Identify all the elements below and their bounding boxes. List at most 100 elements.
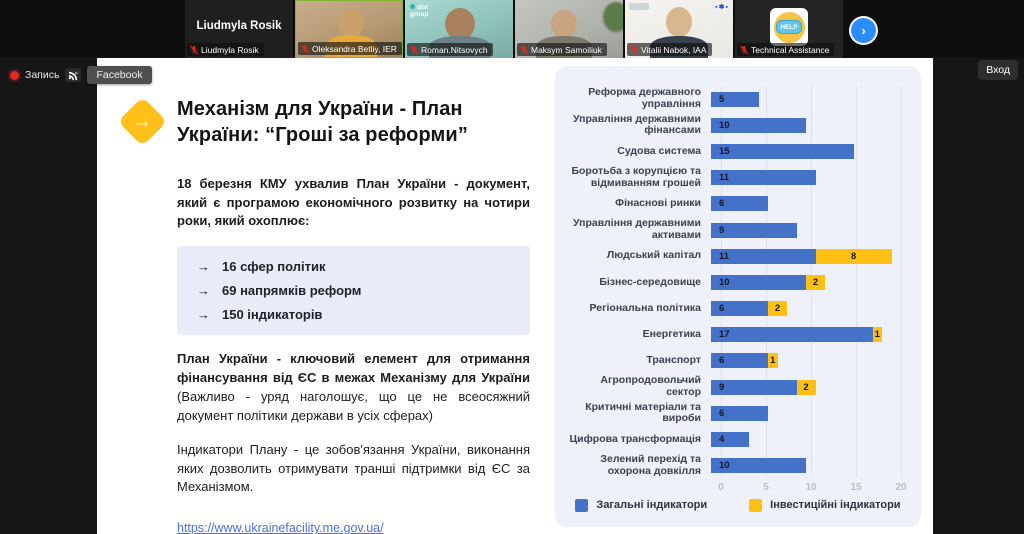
- meeting-controls-icons: ▪✱▪: [715, 4, 729, 11]
- participant-name: Vitalii Nabok, IAA: [641, 44, 707, 55]
- facebook-stream-label[interactable]: Facebook: [87, 66, 152, 84]
- arrow-bullet-icon: →: [197, 307, 210, 323]
- participant-name-badge: Liudmyla Rosik: [187, 43, 264, 56]
- slide-paragraph-intro: 18 березня КМУ ухвалив План України - до…: [177, 175, 530, 229]
- participant-name: Technical Assistance: [751, 44, 830, 55]
- bar-value-label: 10: [719, 460, 730, 472]
- participant-name: Liudmyla Rosik: [201, 44, 259, 55]
- participant-name-badge: Maksym Samoiliuk: [517, 43, 607, 56]
- bar-value-label: 6: [719, 407, 725, 419]
- gridline: [901, 86, 902, 477]
- bullet-item: → 150 індикаторів: [197, 307, 514, 322]
- bar-value-label: 17: [719, 329, 730, 341]
- bar-track: 15: [711, 143, 901, 159]
- general-indicators-bar: 5: [711, 91, 759, 107]
- muted-mic-icon: [300, 43, 310, 53]
- investment-indicators-bar: 8: [815, 248, 892, 264]
- participant-tile-vitalii[interactable]: ▪✱▪ Vitalii Nabok, IAA: [625, 0, 733, 58]
- live-stream-icon[interactable]: [65, 68, 82, 82]
- chevron-right-icon: ›: [851, 18, 876, 43]
- bullet-text: 150 індикаторів: [222, 307, 323, 323]
- chart-row: Регіональна політика 6 2: [565, 296, 911, 322]
- general-indicators-bar: 17: [711, 327, 873, 343]
- participant-name-badge: Roman.Nitsovych: [407, 43, 493, 56]
- category-label: Зелений перехід та охорона довкілля: [600, 452, 701, 477]
- arrow-diamond-icon: →: [117, 96, 168, 147]
- bar-value-label: 15: [719, 145, 730, 157]
- recording-dot-icon: [10, 70, 19, 80]
- bar-track: 5: [711, 91, 901, 107]
- participant-name: Maksym Samoiliuk: [531, 44, 602, 55]
- participant-tile-oleksandra[interactable]: Oleksandra Betliy, IER: [295, 0, 403, 58]
- bar-track: 10: [711, 117, 901, 133]
- muted-mic-icon: [739, 44, 749, 54]
- chart-legend: Загальні індикатори Інвестиційні індикато…: [565, 498, 911, 512]
- arrow-bullet-icon: →: [197, 283, 210, 299]
- investment-indicators-bar: 2: [806, 274, 825, 290]
- dixi-group-logo: dixi group: [410, 4, 429, 19]
- legend-item: Загальні індикатори: [575, 498, 707, 512]
- bar-chart-plot: Реформа державного управління 5 Управління…: [565, 86, 911, 495]
- bullet-item: → 16 сфер політик: [197, 259, 514, 274]
- legend-item: Інвестиційні індикатори: [749, 498, 901, 512]
- general-indicators-bar: 10: [711, 458, 806, 474]
- avatar: [445, 8, 475, 40]
- plant-decoration: [603, 2, 623, 32]
- bar-value-label: 8: [850, 250, 857, 262]
- gridline: [856, 86, 857, 477]
- login-button[interactable]: Вход: [978, 60, 1018, 80]
- investment-indicators-bar: 1: [872, 327, 882, 343]
- bar-track: 6: [711, 405, 901, 421]
- chart-row: Критичні матеріали та вироби 6: [565, 400, 911, 426]
- participant-tile-liudmyla[interactable]: Liudmyla Rosik Liudmyla Rosik: [185, 0, 293, 58]
- general-indicators-bar: 6: [711, 301, 768, 317]
- avatar: [666, 7, 692, 37]
- indicators-chart-panel: Реформа державного управління 5 Управління…: [555, 66, 921, 527]
- bar-value-label: 5: [719, 93, 725, 105]
- help-speech-bubble: HELP: [775, 20, 803, 34]
- legend-swatch: [749, 498, 763, 512]
- category-label: Агропродовольчий сектор: [600, 374, 701, 399]
- bar-track: 11 8: [711, 248, 901, 264]
- bullet-text: 16 сфер політик: [222, 259, 326, 275]
- ukrainefacility-link[interactable]: https://www.ukrainefacility.me.gov.ua/: [177, 521, 384, 534]
- participant-name-badge: Technical Assistance: [737, 43, 835, 56]
- participant-tile-technical-assistance[interactable]: HELP Technical Assistance: [735, 0, 843, 58]
- category-label: Реформа державного управління: [588, 86, 701, 111]
- bar-value-label: 2: [812, 276, 819, 288]
- category-label: Критичні матеріали та вироби: [585, 400, 701, 425]
- category-label: Управління державними фінансами: [572, 112, 701, 137]
- investment-indicators-bar: 1: [768, 353, 778, 369]
- bar-value-label: 9: [719, 224, 725, 236]
- participant-tile-roman[interactable]: dixi group Roman.Nitsovych: [405, 0, 513, 58]
- bar-value-label: 2: [774, 303, 781, 315]
- participant-name: Oleksandra Betliy, IER: [312, 43, 397, 54]
- chart-row: Агропродовольчий сектор 9 2: [565, 374, 911, 400]
- bar-track: 17 1: [711, 327, 901, 343]
- participant-tile-maksym[interactable]: Maksym Samoiliuk: [515, 0, 623, 58]
- x-tick-label: 5: [763, 481, 769, 493]
- general-indicators-bar: 11: [711, 248, 816, 264]
- bullet-box: → 16 сфер політик → 69 напрямків реформ …: [177, 246, 530, 336]
- bar-track: 11: [711, 170, 901, 186]
- bar-value-label: 6: [719, 355, 725, 367]
- slide-title: Механізм для України - План України: “Гр…: [177, 98, 468, 147]
- participant-name: Roman.Nitsovych: [421, 44, 488, 55]
- next-participants-button[interactable]: ›: [849, 16, 878, 45]
- slide-paragraph-key: План України - ключовий елемент для отри…: [177, 350, 530, 425]
- x-tick-label: 20: [895, 481, 907, 493]
- chart-row: Судова система 15: [565, 138, 911, 164]
- arrow-bullet-icon: →: [197, 259, 210, 275]
- legend-swatch: [575, 498, 589, 512]
- avatar: [338, 9, 364, 37]
- general-indicators-bar: 11: [711, 170, 816, 186]
- general-indicators-bar: 6: [711, 405, 768, 421]
- chart-row: Цифрова трансформація 4: [565, 426, 911, 452]
- bar-track: 10: [711, 458, 901, 474]
- bar-value-label: 1: [770, 355, 776, 367]
- participant-name-badge: Vitalii Nabok, IAA: [627, 43, 712, 56]
- chart-rows: Реформа державного управління 5 Управління…: [565, 86, 911, 479]
- participant-display-name: Liudmyla Rosik: [196, 20, 282, 32]
